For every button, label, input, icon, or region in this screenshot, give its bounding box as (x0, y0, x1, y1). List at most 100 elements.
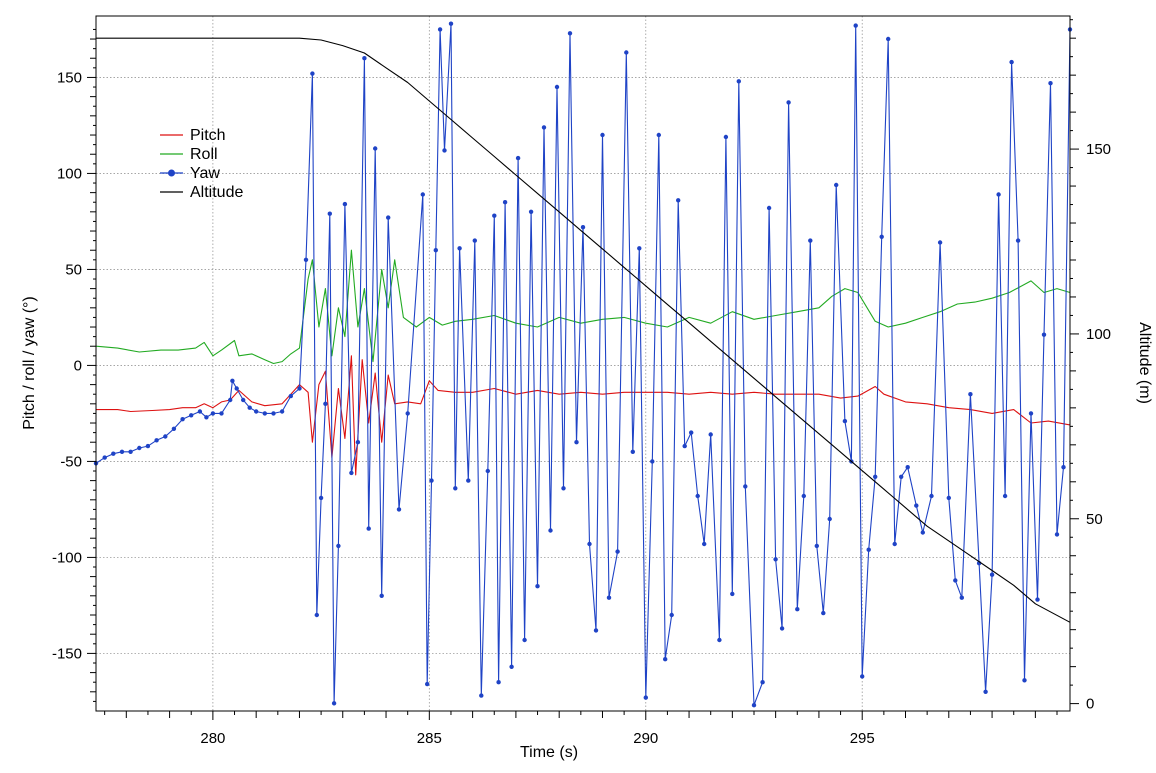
data-point-yaw (743, 484, 748, 489)
data-point-yaw (522, 637, 527, 643)
data-point-yaw (561, 486, 566, 491)
data-point-yaw (899, 474, 904, 479)
data-point-yaw (548, 528, 553, 533)
data-point-yaw (808, 238, 813, 243)
data-point-yaw (695, 493, 700, 499)
data-point-yaw (228, 397, 233, 403)
data-point-yaw (853, 23, 858, 28)
y-tick-label: 0 (74, 357, 82, 374)
data-point-yaw (485, 468, 490, 474)
series-line-pitch (96, 355, 1071, 476)
data-point-yaw (318, 495, 324, 501)
data-point-yaw (580, 225, 586, 230)
data-point-yaw (145, 443, 151, 449)
data-point-yaw (996, 192, 1001, 197)
data-point-yaw (600, 132, 605, 138)
data-point-yaw (448, 21, 454, 26)
data-point-yaw (303, 257, 309, 262)
data-point-yaw (1022, 678, 1027, 683)
data-point-yaw (879, 234, 884, 239)
gridlines (96, 16, 1070, 711)
series-layer (93, 21, 1073, 708)
data-point-yaw (254, 409, 259, 414)
data-point-yaw (509, 664, 514, 669)
data-point-yaw (197, 409, 203, 414)
legend-label-roll: Roll (190, 146, 218, 163)
data-point-yaw (624, 50, 629, 55)
data-point-yaw (492, 213, 497, 218)
series-line-altitude (96, 37, 1071, 623)
data-point-yaw (637, 246, 642, 251)
data-point-yaw (593, 628, 599, 633)
data-point-yaw (663, 657, 668, 662)
data-point-yaw (437, 27, 443, 32)
data-point-yaw (420, 192, 425, 197)
data-point-yaw (959, 595, 964, 600)
data-point-yaw (271, 411, 276, 416)
data-point-yaw (905, 465, 910, 470)
data-point-yaw (587, 541, 592, 547)
data-point-yaw (541, 125, 547, 130)
data-point-yaw (1041, 332, 1047, 337)
data-point-yaw (379, 593, 384, 598)
data-point-yaw (656, 132, 661, 138)
x-tick-label: 285 (417, 730, 442, 747)
data-point-yaw (937, 240, 943, 245)
data-point-yaw (331, 701, 337, 706)
y-axis-title: Pitch / roll / yaw (°) (21, 296, 38, 430)
y-tick-label: 50 (65, 261, 82, 278)
y2-tick-label: 50 (1086, 511, 1103, 528)
data-point-yaw (1054, 532, 1060, 537)
data-point-yaw (234, 386, 239, 391)
data-point-yaw (842, 418, 848, 424)
data-point-yaw (535, 584, 540, 589)
data-point-yaw (279, 409, 285, 414)
data-point-yaw (262, 411, 267, 416)
series-line-yaw (95, 23, 1071, 706)
data-point-yaw (650, 459, 655, 464)
data-point-yaw (786, 100, 791, 105)
data-point-yaw (297, 386, 302, 391)
data-point-yaw (314, 612, 319, 618)
data-point-yaw (1002, 493, 1008, 499)
data-point-yaw (873, 474, 878, 479)
y-tick-label: 150 (57, 69, 82, 86)
data-point-yaw (567, 31, 573, 36)
data-point-yaw (795, 607, 800, 612)
y2-tick-label: 150 (1086, 141, 1111, 158)
data-point-yaw (801, 493, 806, 499)
data-point-yaw (1048, 81, 1053, 86)
legend-marker-yaw (168, 169, 175, 177)
y2-axis-title: Altitude (m) (1136, 322, 1153, 404)
data-point-yaw (615, 549, 620, 554)
data-point-yaw (425, 681, 430, 687)
x-tick-label: 280 (200, 730, 225, 747)
data-point-yaw (1061, 465, 1066, 470)
data-point-yaw (736, 79, 741, 84)
data-point-yaw (219, 411, 224, 416)
data-point-yaw (834, 182, 839, 188)
data-point-yaw (827, 516, 832, 522)
data-point-yaw (366, 526, 371, 531)
data-point-yaw (630, 449, 635, 454)
data-point-yaw (1015, 238, 1021, 243)
data-point-yaw (247, 405, 252, 410)
data-point-yaw (502, 200, 508, 205)
data-point-yaw (669, 612, 674, 618)
data-point-yaw (310, 71, 315, 76)
data-point-yaw (886, 36, 891, 42)
data-point-yaw (751, 703, 757, 708)
data-point-yaw (442, 148, 447, 153)
series-line-roll (95, 249, 1071, 365)
data-point-yaw (154, 438, 159, 443)
data-point-yaw (496, 680, 501, 685)
data-point-yaw (730, 591, 735, 597)
data-point-yaw (779, 626, 785, 631)
data-point-yaw (466, 478, 471, 483)
data-point-yaw (171, 426, 177, 431)
data-point-yaw (336, 543, 341, 549)
data-point-yaw (241, 397, 246, 403)
data-point-yaw (723, 134, 729, 140)
data-point-yaw (137, 445, 142, 451)
